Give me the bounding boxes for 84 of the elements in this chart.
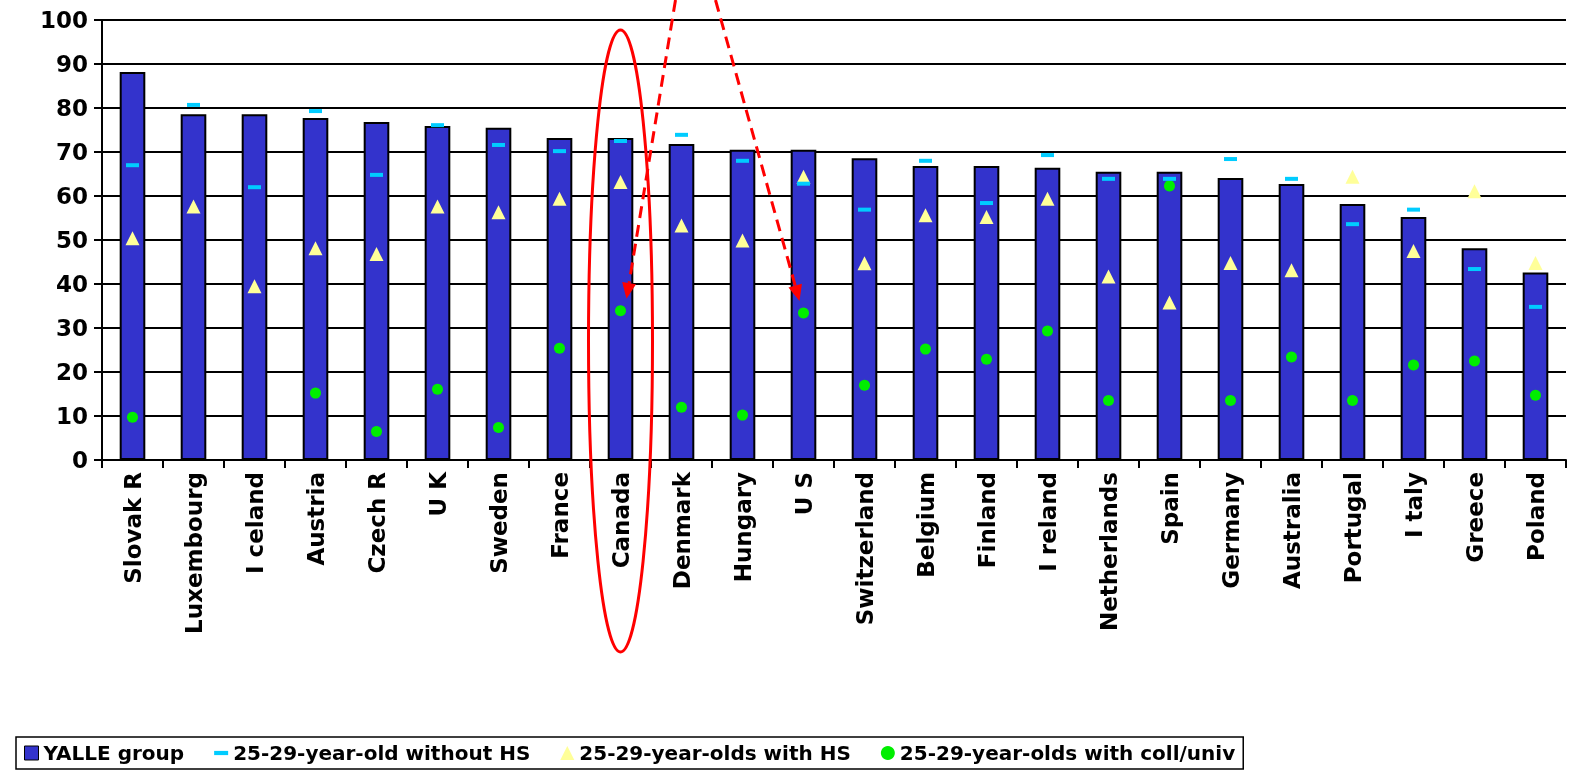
point [1530,389,1541,401]
x-tick-label: Portugal [1339,472,1366,584]
x-tick-label: Belgium [912,472,939,578]
point [1103,395,1114,407]
x-tick-label: U S [790,472,817,516]
x-tick-label: Spain [1156,472,1183,545]
x-tick-label: France [546,472,573,559]
point [918,208,933,223]
point [308,241,323,256]
point [432,383,443,395]
point [1040,191,1055,206]
x-tick-label: Denmark [668,471,695,590]
x-tick-label: Czech R [363,471,390,574]
x-tick-label: Finland [973,472,1000,569]
point [676,401,687,413]
x-tick-label: Slovak R [119,471,146,584]
point [979,210,994,225]
x-tick-label: Austria [302,472,329,566]
point [615,305,626,317]
y-tick-label: 100 [39,7,88,33]
x-tick-label: Hungary [729,472,756,583]
legend-label: YALLE group [42,741,185,765]
y-tick-label: 30 [55,315,88,341]
point [247,279,262,294]
point [1042,325,1053,337]
point [859,379,870,391]
point [1469,355,1480,367]
point [1467,184,1482,199]
point [1284,263,1299,278]
x-tick-label: Canada [607,472,634,569]
y-tick-label: 0 [71,447,88,473]
x-tick-label: I celand [241,472,268,575]
x-tick-label: Australia [1278,472,1305,590]
point [1223,255,1238,270]
point [735,233,750,248]
point [1347,395,1358,407]
point [674,218,689,233]
point [857,256,872,271]
x-tick-label: U K [424,470,451,517]
point [1528,255,1543,270]
point [1286,351,1297,363]
point [920,343,931,355]
point [430,199,445,214]
point [369,247,384,262]
point [371,425,382,437]
x-tick-label: I reland [1034,472,1061,572]
point [310,387,321,399]
x-tick-label: Sweden [485,472,512,574]
y-tick-label: 60 [55,183,88,209]
point [1162,295,1177,310]
point [1408,359,1419,371]
point [981,353,992,365]
y-tick-label: 80 [55,95,88,121]
point [737,409,748,421]
x-tick-label: I taly [1400,472,1427,538]
point [125,231,140,246]
point [798,307,809,319]
y-tick-label: 50 [55,227,88,253]
point [552,191,567,206]
point [1406,244,1421,258]
point [613,174,628,189]
point [186,199,201,214]
x-tick-label: Switzerland [851,472,878,626]
x-tick-label: Germany [1217,472,1244,589]
point [1345,169,1360,184]
x-tick-label: Poland [1522,472,1549,561]
legend-label: 25-29-year-olds with coll/univ [899,741,1236,765]
point [1101,269,1116,284]
y-tick-label: 90 [55,51,88,77]
x-tick-label: Greece [1461,472,1488,563]
point [491,205,506,220]
point [1164,180,1175,192]
x-tick-label: Netherlands [1095,472,1122,632]
y-tick-label: 40 [55,271,88,297]
y-tick-label: 10 [55,403,88,429]
point [493,421,504,433]
y-tick-label: 20 [55,359,88,385]
legend-label: 25-29-year-olds with HS [579,741,851,765]
point [554,342,565,354]
x-tick-label: Luxembourg [180,472,207,634]
point [1225,395,1236,407]
y-tick-label: 70 [55,139,88,165]
legend-label: 25-29-year-old without HS [233,741,531,765]
point [127,411,138,423]
